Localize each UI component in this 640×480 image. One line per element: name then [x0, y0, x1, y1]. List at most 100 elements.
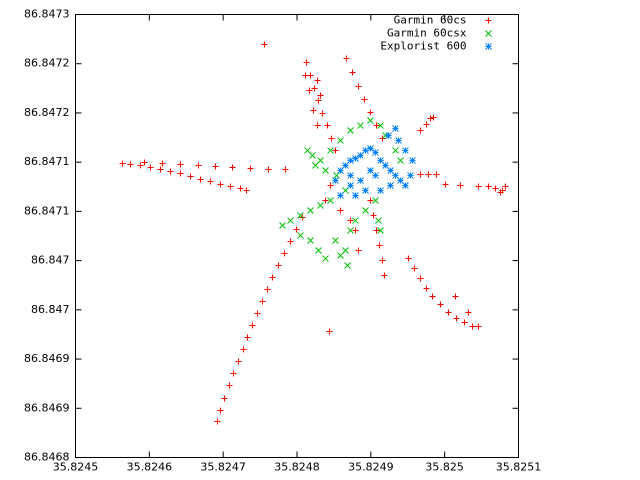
point: [227, 183, 234, 190]
point: [187, 173, 194, 180]
point: [352, 227, 359, 234]
point: [377, 122, 384, 129]
point: [355, 247, 362, 254]
point: [367, 117, 374, 124]
point: [392, 147, 399, 154]
point: [367, 109, 374, 116]
point: [367, 197, 374, 204]
point: [402, 182, 409, 189]
y-tick-label: 86.8468: [24, 451, 70, 464]
point: [409, 157, 416, 164]
y-tick-label: 86.847: [31, 254, 70, 267]
point: [217, 407, 224, 414]
point: [381, 272, 388, 279]
point: [385, 132, 392, 139]
point: [469, 323, 476, 330]
point: [392, 172, 399, 179]
y-tick-label: 86.8472: [24, 106, 70, 119]
point: [357, 122, 364, 129]
point: [342, 187, 349, 194]
point: [423, 285, 430, 292]
x-tick-label: 35.8247: [200, 461, 246, 474]
point: [377, 227, 384, 234]
point: [337, 252, 344, 259]
point: [254, 310, 261, 317]
point: [461, 319, 468, 326]
y-tick-label: 86.8471: [24, 204, 70, 217]
point: [397, 157, 404, 164]
point: [269, 274, 276, 281]
point: [379, 135, 386, 142]
point: [217, 181, 224, 188]
y-tick-label: 86.8471: [24, 155, 70, 168]
point: [303, 59, 310, 66]
point: [433, 171, 440, 178]
point: [407, 172, 414, 179]
point: [342, 247, 349, 254]
point: [240, 346, 247, 353]
point: [317, 202, 324, 209]
x-tick-label: 35.8246: [127, 461, 173, 474]
point: [337, 192, 344, 199]
point: [157, 166, 164, 173]
point: [167, 168, 174, 175]
point: [377, 157, 384, 164]
point: [352, 155, 359, 162]
point: [337, 137, 344, 144]
point: [475, 323, 482, 330]
point: [347, 157, 354, 164]
point: [347, 227, 354, 234]
point: [347, 172, 354, 179]
x-tick-label: 35.825: [425, 461, 464, 474]
point: [332, 177, 339, 184]
point: [372, 197, 379, 204]
point: [195, 162, 202, 169]
point: [307, 237, 314, 244]
point: [465, 309, 472, 316]
point: [177, 161, 184, 168]
point: [281, 250, 288, 257]
point: [207, 178, 214, 185]
point: [375, 217, 382, 224]
point: [337, 167, 344, 174]
point: [357, 152, 364, 159]
point: [287, 217, 294, 224]
point: [177, 170, 184, 177]
point: [244, 334, 251, 341]
point: [315, 247, 322, 254]
x-tick-label: 35.8249: [348, 461, 394, 474]
point: [427, 115, 434, 122]
point: [237, 185, 244, 192]
point: [141, 159, 148, 166]
point: [361, 96, 368, 103]
point: [349, 69, 356, 76]
point: [159, 160, 166, 167]
point: [249, 322, 256, 329]
point: [275, 262, 282, 269]
legend-label: Garmin 60csx: [387, 27, 467, 40]
point: [372, 149, 379, 156]
point: [314, 77, 321, 84]
point: [309, 152, 316, 159]
point: [243, 187, 250, 194]
y-tick-label: 86.8469: [24, 401, 70, 414]
point: [452, 293, 459, 300]
point: [387, 182, 394, 189]
point: [304, 147, 311, 154]
point: [265, 166, 272, 173]
point: [307, 207, 314, 214]
point: [279, 222, 286, 229]
legend-label: Explorist 600: [380, 40, 466, 53]
point: [297, 232, 304, 239]
y-tick-label: 86.847: [31, 303, 70, 316]
point: [373, 122, 380, 129]
point: [423, 121, 430, 128]
point: [343, 55, 350, 62]
point: [322, 167, 329, 174]
point: [306, 87, 313, 94]
point: [442, 181, 449, 188]
point: [261, 41, 268, 48]
point: [314, 122, 321, 129]
